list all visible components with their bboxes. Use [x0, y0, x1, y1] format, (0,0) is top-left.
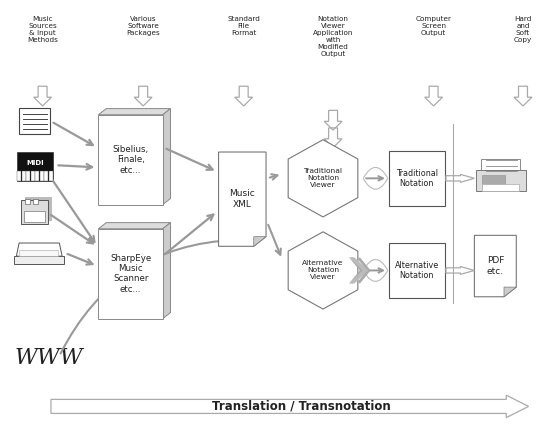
- Bar: [24, 211, 45, 222]
- Text: Notation
Viewer
Application
with
Modified
Output: Notation Viewer Application with Modifie…: [313, 16, 353, 57]
- Polygon shape: [288, 232, 358, 309]
- Text: Music
Sources
& Input
Methods: Music Sources & Input Methods: [27, 16, 58, 43]
- Text: Standard
File
Format: Standard File Format: [227, 16, 260, 36]
- Bar: [99, 229, 163, 319]
- Polygon shape: [254, 237, 266, 246]
- Text: Translation / Transnotation: Translation / Transnotation: [212, 400, 390, 413]
- Bar: [35, 172, 39, 180]
- Bar: [21, 200, 48, 224]
- Text: Various
Software
Packages: Various Software Packages: [126, 16, 160, 36]
- Text: Music
XML: Music XML: [230, 190, 255, 209]
- Text: Sibelius,
Finale,
etc...: Sibelius, Finale, etc...: [113, 145, 148, 175]
- FancyArrow shape: [51, 395, 529, 418]
- Bar: [17, 152, 54, 180]
- Bar: [40, 172, 44, 180]
- Text: Computer
Screen
Output: Computer Screen Output: [416, 16, 451, 36]
- Bar: [475, 169, 526, 191]
- Bar: [25, 197, 52, 221]
- Polygon shape: [218, 152, 266, 246]
- Bar: [49, 172, 53, 180]
- Bar: [31, 172, 35, 180]
- Text: Alternative
Notation: Alternative Notation: [395, 261, 439, 280]
- Text: WWW: WWW: [15, 347, 83, 369]
- Bar: [482, 184, 519, 191]
- Polygon shape: [288, 140, 358, 217]
- Polygon shape: [504, 287, 516, 297]
- Polygon shape: [163, 223, 170, 319]
- Bar: [389, 243, 445, 298]
- Bar: [44, 172, 48, 180]
- Text: SharpEye
Music
Scanner
etc...: SharpEye Music Scanner etc...: [110, 253, 151, 294]
- Text: Traditional
Notation
Viewer: Traditional Notation Viewer: [304, 169, 343, 188]
- Text: PDF
etc.: PDF etc.: [487, 257, 504, 276]
- Polygon shape: [99, 223, 170, 229]
- Text: Alternative
Notation
Viewer: Alternative Notation Viewer: [302, 260, 344, 280]
- Text: Traditional
Notation: Traditional Notation: [396, 169, 438, 188]
- Bar: [389, 151, 445, 206]
- Bar: [22, 172, 26, 180]
- Polygon shape: [16, 243, 62, 256]
- Bar: [482, 176, 505, 187]
- Polygon shape: [349, 257, 368, 284]
- Bar: [26, 172, 30, 180]
- Bar: [99, 115, 163, 205]
- Bar: [19, 250, 58, 256]
- Polygon shape: [163, 109, 170, 205]
- Bar: [19, 108, 50, 135]
- Bar: [481, 159, 520, 169]
- Bar: [25, 198, 30, 204]
- Polygon shape: [474, 235, 516, 297]
- Bar: [32, 198, 38, 204]
- Bar: [13, 256, 64, 264]
- Text: Hard
and
Soft
Copy: Hard and Soft Copy: [514, 16, 532, 43]
- Polygon shape: [99, 109, 170, 115]
- Text: MIDI: MIDI: [26, 160, 44, 166]
- Bar: [17, 172, 21, 180]
